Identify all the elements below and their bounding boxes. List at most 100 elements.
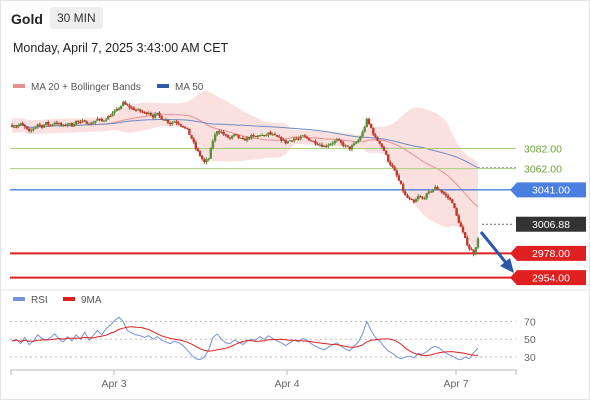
candle [109, 114, 112, 117]
candle-body [474, 247, 478, 255]
candle-body [38, 124, 41, 126]
candle-body [416, 196, 420, 200]
candle [166, 119, 170, 125]
support-1-tag [510, 245, 586, 261]
candle [327, 143, 330, 149]
candle-body [224, 134, 227, 136]
candle [278, 134, 281, 138]
candle [258, 134, 262, 137]
current-price-tag [516, 216, 586, 232]
candle [209, 147, 212, 159]
timeframe-badge[interactable]: 30 MIN [50, 7, 103, 29]
candle [245, 136, 249, 143]
candle [243, 137, 247, 141]
candle-body [444, 193, 448, 196]
candle-body [243, 139, 247, 141]
candle [333, 139, 336, 146]
candle-body [440, 190, 443, 193]
forecast-arrow [479, 231, 514, 273]
candle-body [77, 120, 80, 122]
candle-body [466, 237, 469, 246]
candle [164, 117, 168, 121]
candle-body [94, 120, 97, 123]
candle [470, 247, 473, 251]
candle [169, 121, 172, 127]
candle [177, 121, 180, 126]
candle [12, 125, 16, 128]
candle [79, 120, 82, 124]
candle [36, 123, 39, 129]
candle-body [25, 126, 29, 129]
candle-body [132, 107, 135, 110]
candle [94, 120, 97, 125]
candle-body [359, 136, 362, 141]
candle [412, 198, 416, 204]
candle [395, 168, 398, 178]
candle-body [231, 135, 234, 139]
candle-body [365, 118, 368, 127]
candle [87, 122, 91, 126]
candle-body [154, 113, 157, 118]
candle-body [352, 143, 356, 146]
candle [397, 173, 401, 182]
candle-body [209, 148, 212, 159]
rsi-ma-legend-label: 9MA [81, 295, 102, 306]
candle-body [235, 134, 238, 136]
candle-body [468, 245, 471, 249]
candle-body [399, 180, 403, 185]
candle [211, 138, 215, 150]
candle-body [301, 135, 304, 137]
candle [271, 132, 274, 136]
candle-body [263, 135, 266, 136]
level-lines-layer: 3082.00 3062.00 3041.00 3006.88 2978.00 2954.… [10, 143, 586, 286]
candle [421, 196, 424, 200]
candle [474, 246, 478, 256]
candle-body [461, 226, 465, 233]
candle-body [340, 140, 343, 143]
candle-body [318, 144, 321, 146]
candle [100, 117, 103, 122]
candle [68, 122, 71, 126]
candle [231, 135, 234, 140]
candle [156, 112, 159, 116]
candle [382, 145, 386, 151]
candle [369, 123, 373, 129]
ma50-legend-swatch [157, 84, 169, 88]
candle [173, 120, 176, 123]
candle-body [53, 122, 56, 125]
ma50-line [11, 119, 479, 169]
candle [280, 136, 283, 143]
candle-body [147, 113, 150, 114]
candle [337, 137, 341, 142]
candle-body [201, 156, 204, 160]
candle-body [98, 118, 101, 120]
candle [449, 197, 452, 201]
candle [367, 117, 371, 126]
candle [340, 139, 343, 145]
candle [23, 124, 26, 129]
candle [256, 135, 259, 139]
candle [408, 196, 411, 201]
candle [154, 111, 157, 119]
candle-body [130, 107, 133, 109]
candle-body [87, 123, 91, 125]
candle [284, 139, 287, 145]
candle [459, 221, 463, 227]
candle [89, 121, 93, 125]
candle [188, 128, 191, 135]
candle-body [258, 135, 262, 137]
candle-body [30, 130, 33, 132]
candle [416, 194, 420, 202]
candle [348, 146, 351, 151]
candle [228, 137, 232, 141]
candle-body [367, 118, 371, 124]
candle [464, 232, 467, 239]
candle [53, 121, 56, 126]
candle-body [459, 222, 463, 227]
candle-body [32, 128, 35, 131]
candle-body [335, 139, 339, 141]
candle [124, 100, 127, 105]
candle-body [380, 143, 383, 147]
candle-body [348, 146, 351, 150]
